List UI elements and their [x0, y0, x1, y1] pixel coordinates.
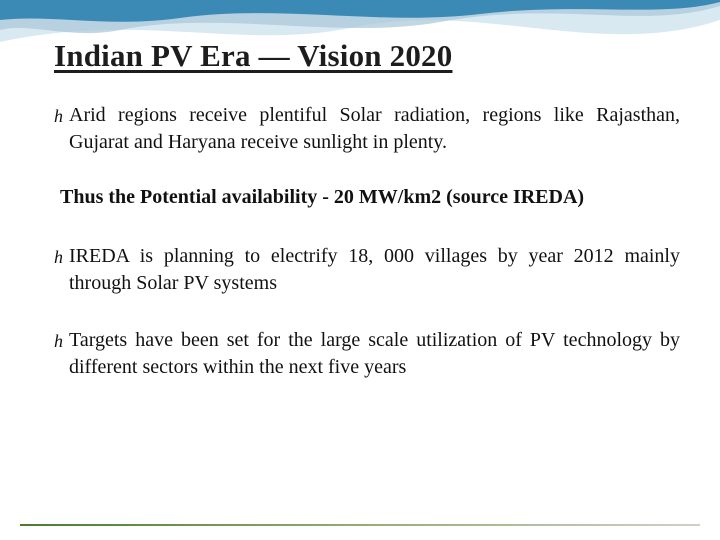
bullet-text: Arid regions receive plentiful Solar rad… [69, 102, 680, 156]
bullet-marker-icon: h [54, 245, 63, 297]
bullet-marker-icon: h [54, 104, 63, 156]
emphasis-statement: Thus the Potential availability - 20 MW/… [60, 186, 680, 209]
bullet-text: Targets have been set for the large scal… [69, 327, 680, 381]
bullet-text: IREDA is planning to electrify 18, 000 v… [69, 243, 680, 297]
bullet-marker-icon: h [54, 329, 63, 381]
slide-content: Indian PV Era — Vision 2020 h Arid regio… [54, 38, 680, 411]
bullet-item: h IREDA is planning to electrify 18, 000… [54, 243, 680, 297]
bullet-item: h Targets have been set for the large sc… [54, 327, 680, 381]
slide-title: Indian PV Era — Vision 2020 [54, 38, 680, 74]
bullet-item: h Arid regions receive plentiful Solar r… [54, 102, 680, 156]
decorative-footer-line [20, 524, 700, 526]
